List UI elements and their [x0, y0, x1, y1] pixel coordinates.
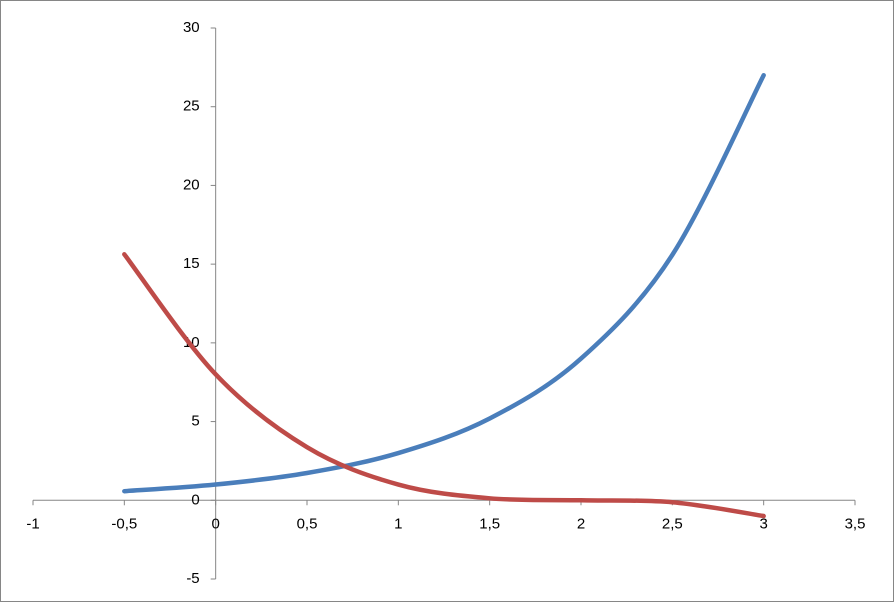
x-tick-label: 3	[759, 515, 767, 532]
y-tick-label: 30	[183, 19, 200, 36]
y-tick-label: -5	[186, 570, 199, 587]
x-tick-label: 2,5	[662, 515, 683, 532]
x-tick-label: 3,5	[845, 515, 866, 532]
y-tick-label: 0	[191, 491, 199, 508]
y-tick-label: 5	[191, 413, 199, 430]
x-tick-label: -1	[26, 515, 39, 532]
x-tick-label: 1,5	[479, 515, 500, 532]
x-tick-label: 0	[211, 515, 219, 532]
x-tick-label: 1	[394, 515, 402, 532]
series-line	[122, 72, 766, 494]
x-tick-label: 2	[577, 515, 585, 532]
series-line	[122, 252, 766, 519]
y-tick-label: 15	[183, 255, 200, 272]
y-tick-label: 20	[183, 176, 200, 193]
x-tick-label: 0,5	[297, 515, 318, 532]
y-tick-label: 25	[183, 98, 200, 115]
x-tick-label: -0,5	[111, 515, 137, 532]
